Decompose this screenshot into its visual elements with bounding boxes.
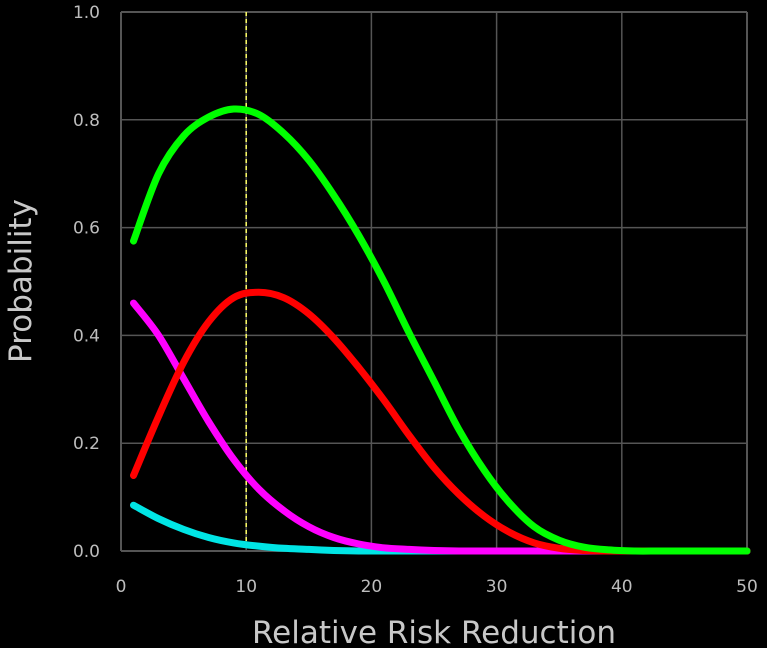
tick-labels: 0 10 20 30 40 50 0.0 0.2 0.4 0.6 0.8 1.0: [73, 3, 758, 597]
series-line: [130, 105, 751, 555]
y-tick-label: 0.8: [73, 111, 100, 131]
x-tick-label: 40: [611, 577, 633, 597]
x-tick-label: 30: [486, 577, 508, 597]
y-axis-title: Probability: [3, 199, 39, 363]
y-tick-label: 0.6: [73, 219, 100, 239]
x-axis-title: Relative Risk Reduction: [252, 615, 616, 648]
x-tick-label: 20: [361, 577, 383, 597]
y-tick-label: 0.0: [73, 542, 100, 562]
x-tick-label: 0: [116, 577, 127, 597]
plot-background: [121, 12, 747, 551]
series-group: [130, 105, 751, 555]
y-tick-label: 0.2: [73, 434, 100, 454]
x-tick-label: 50: [736, 577, 758, 597]
y-tick-label: 1.0: [73, 3, 100, 23]
y-tick-label: 0.4: [73, 326, 100, 346]
x-tick-label: 10: [235, 577, 257, 597]
